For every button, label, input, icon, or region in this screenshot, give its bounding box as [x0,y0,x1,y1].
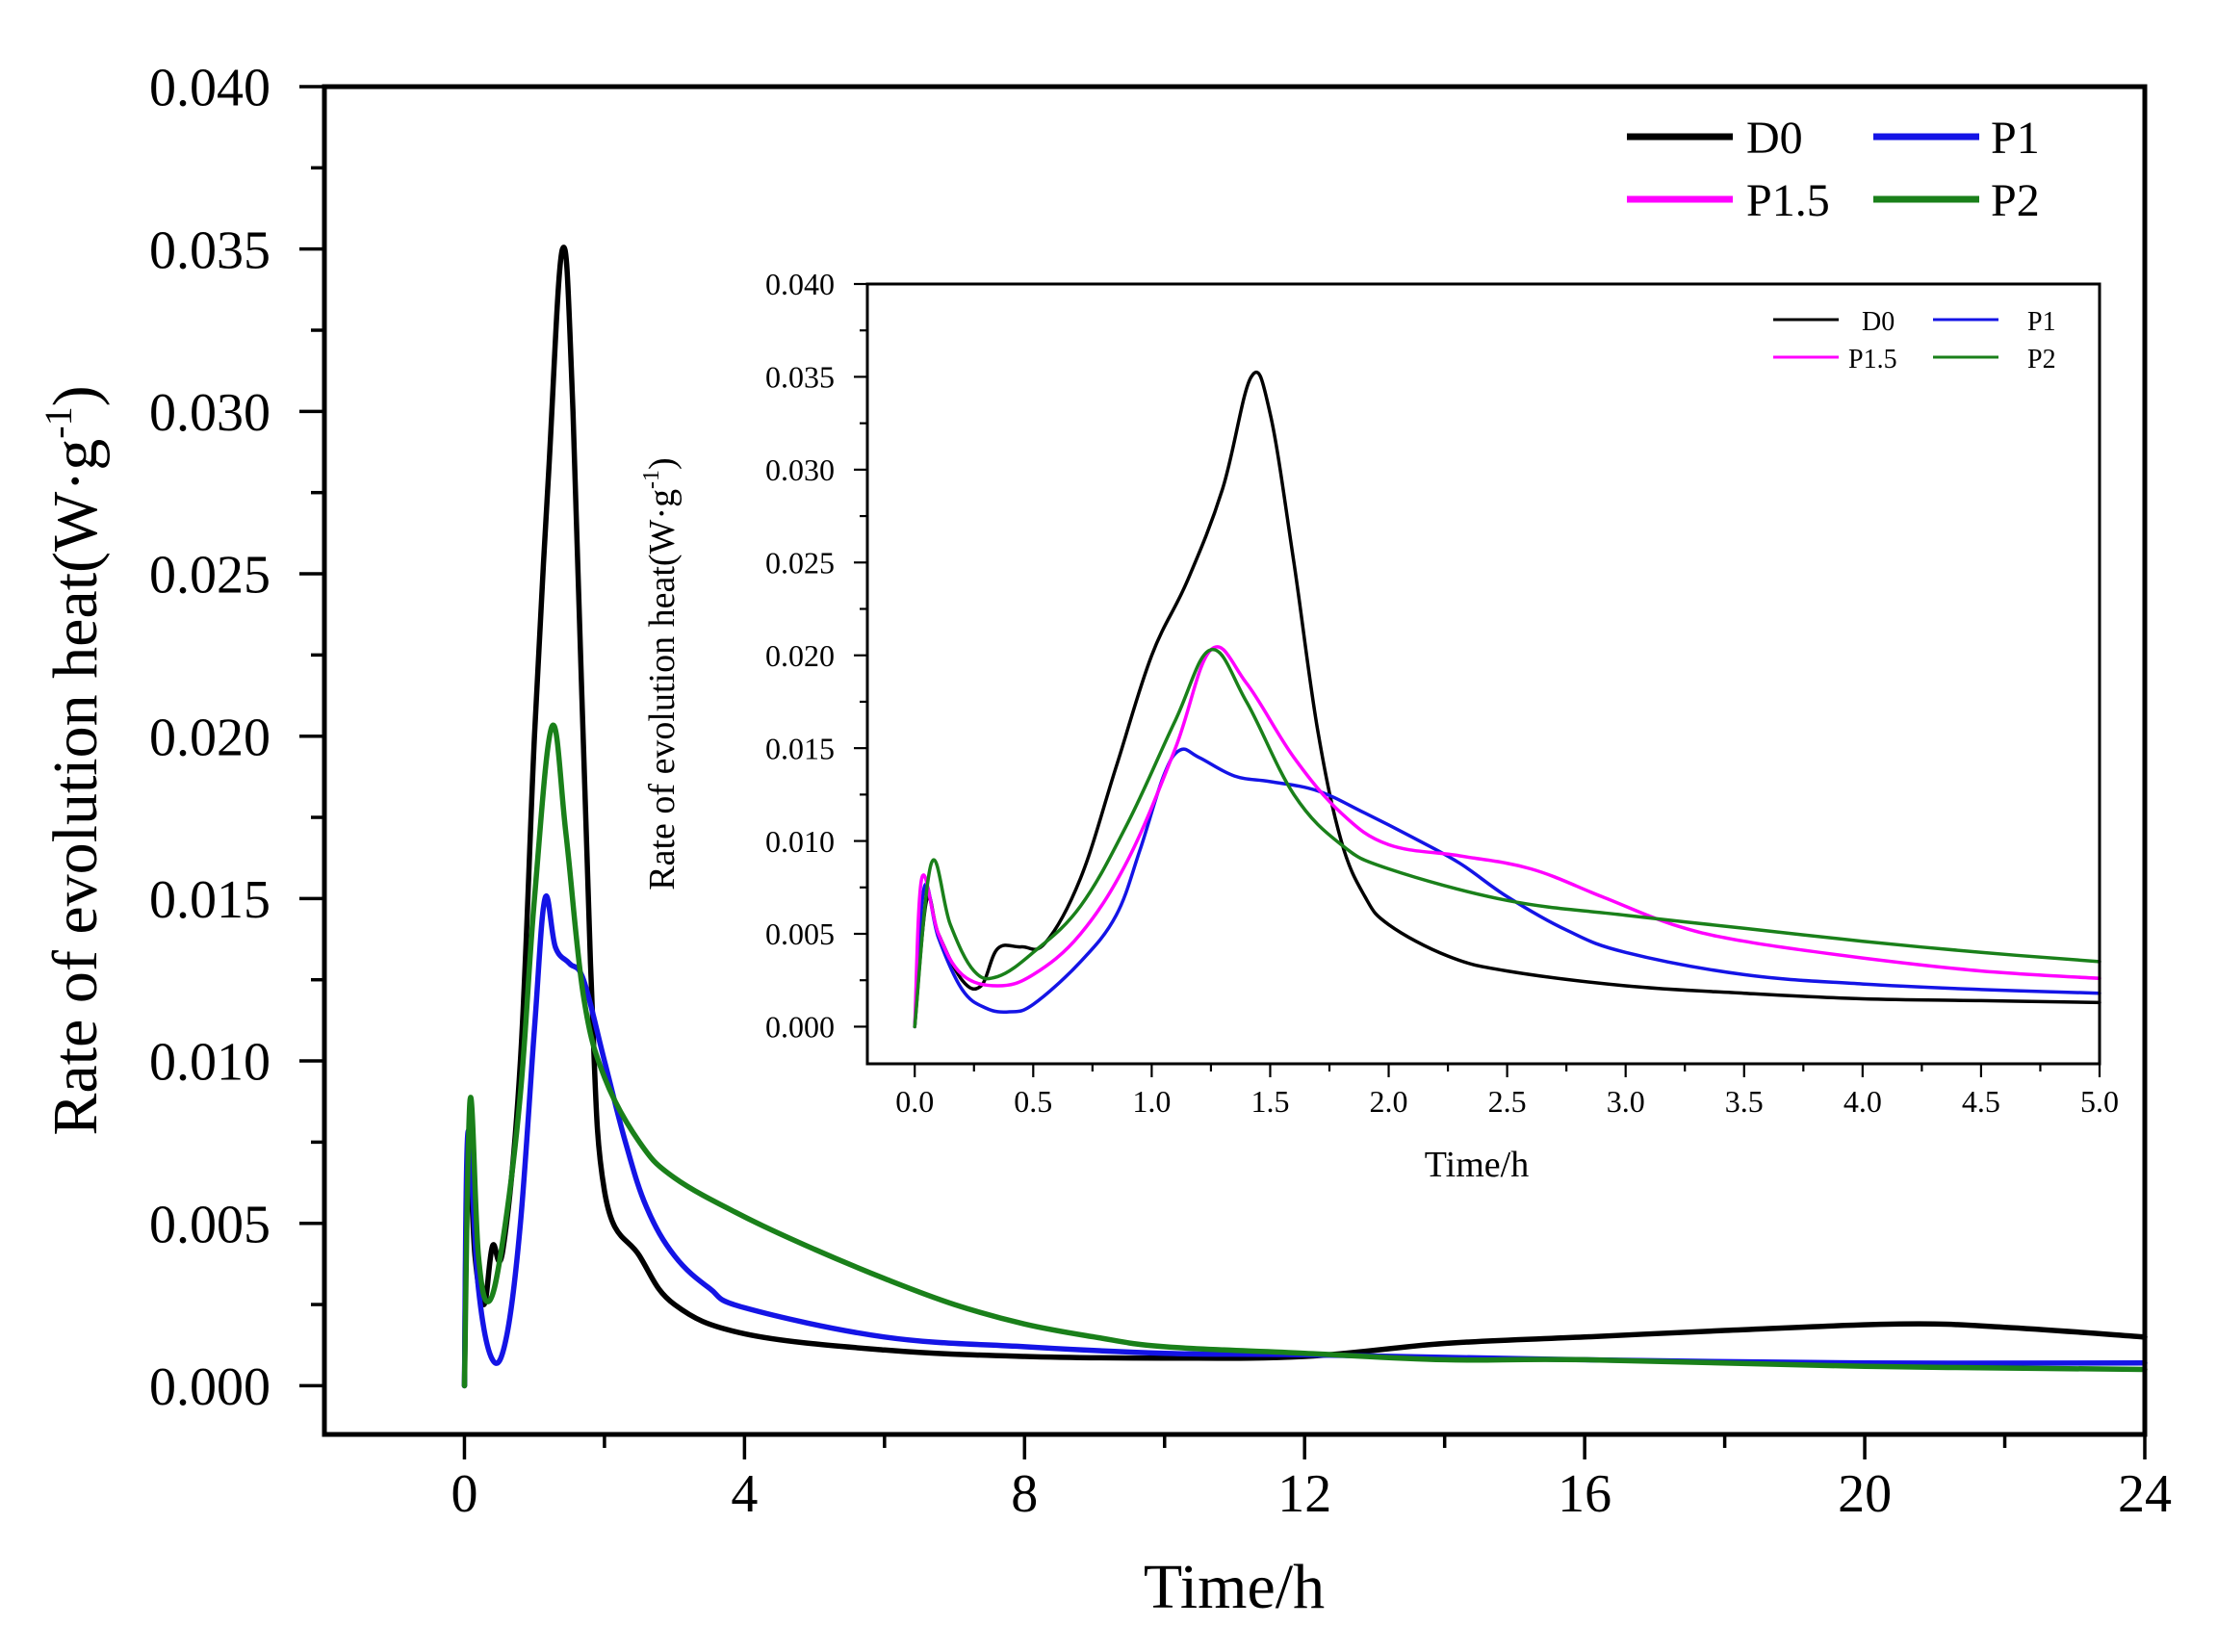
main-axes: 0 4 8 12 16 20 240.0000.0050.0100.0150.0200.02… [149,59,2172,1524]
inset-series-group [913,370,2101,1029]
inset-y-tick-label: 0.030 [765,452,835,487]
inset-x-tick-label: 4.5 [1962,1084,2000,1119]
inset-x-tick-label: 3.5 [1725,1084,1764,1119]
main-legend-label-P1.5: P1.5 [1746,175,1830,226]
main-y-tick-label: 0.035 [149,220,271,280]
main-x-axis-label: Time/h [1144,1552,1325,1622]
inset-y-tick-label: 0.005 [765,916,835,951]
main-y-tick-label: 0.025 [149,546,271,606]
main-y-tick-label: 0.015 [149,870,271,930]
inset-series-P1 [913,747,2101,1029]
main-series-group [461,245,2148,1389]
inset-y-tick-label: 0.020 [765,638,835,673]
inset-x-tick-label: 4.0 [1843,1084,1882,1119]
inset-axes: 0.0 0.5 1.0 1.5 2.0 2.5 3.0 3.5 4.0 4.5 5.0 0.000 0.… [765,267,2119,1119]
main-legend-label-D0: D0 [1746,113,1803,164]
main-legend-label-P2: P2 [1991,175,2040,226]
inset-legend-label-P2: P2 [2027,345,2056,374]
main-x-tick-label: 4 [731,1464,758,1524]
inset-legend-label-P1: P1 [2027,307,2056,337]
main-x-tick-label: 24 [2118,1464,2172,1524]
main-legend: D0 P1 P1.5 P2 [1627,113,2040,226]
inset-y-axis-label-text: Rate of evolution heat(W·g [642,489,683,891]
inset-y-tick-label: 0.015 [765,731,835,765]
inset-legend-label-P1.5: P1.5 [1848,345,1897,374]
inset-x-tick-label: 2.0 [1370,1084,1408,1119]
main-y-axis-label-close: ) [40,385,111,406]
inset-legend-label-D0: D0 [1862,307,1895,337]
main-plot-frame [322,84,2148,1437]
main-x-tick-label: 8 [1011,1464,1038,1524]
inset-y-axis-label: Rate of evolution heat(W·g-1) [639,457,683,890]
inset-x-tick-label: 1.5 [1250,1084,1289,1119]
inset-series-D0 [913,370,2101,1029]
inset-series-P2 [913,648,2101,1029]
inset-series-P1_5 [913,645,2101,1029]
main-x-tick-label: 16 [1558,1464,1611,1524]
inset-x-tick-label: 0.0 [895,1084,934,1119]
inset-legend: D0 P1 P1.5 P2 [1773,307,2056,374]
main-y-tick-label: 0.005 [149,1195,271,1254]
inset-x-tick-label: 2.5 [1488,1084,1527,1119]
inset-y-tick-label: 0.000 [765,1010,835,1045]
inset-y-axis-label-sup: -1 [639,470,664,489]
main-x-tick-label: 20 [1838,1464,1892,1524]
inset-x-tick-label: 5.0 [2080,1084,2119,1119]
inset-y-axis-label-close: ) [642,457,683,470]
main-y-tick-label: 0.020 [149,708,271,767]
inset-y-tick-label: 0.035 [765,360,835,395]
inset-x-axis-label: Time/h [1425,1145,1529,1185]
inset-plot-border [865,282,2101,1066]
main-y-tick-label: 0.040 [149,59,271,118]
main-y-axis-label-sup: -1 [37,406,80,438]
main-y-tick-label: 0.010 [149,1033,271,1093]
main-y-axis-label-text: Rate of evolution heat(W·g [40,439,111,1136]
inset-plot: 0.0 0.5 1.0 1.5 2.0 2.5 3.0 3.5 4.0 4.5 5.0 0.000 0.… [639,267,2119,1185]
inset-y-tick-label: 0.040 [765,267,835,301]
inset-x-tick-label: 3.0 [1607,1084,1645,1119]
main-y-axis-label: Rate of evolution heat(W·g-1) [37,385,111,1135]
main-y-tick-label: 0.030 [149,383,271,443]
inset-x-tick-label: 0.5 [1014,1084,1052,1119]
main-plot: 0 4 8 12 16 20 240.0000.0050.0100.0150.0200.02… [37,59,2172,1622]
inset-x-tick-label: 1.0 [1132,1084,1171,1119]
inset-y-tick-label: 0.025 [765,545,835,580]
main-legend-label-P1: P1 [1991,113,2040,164]
inset-plot-frame [865,282,2101,1066]
main-y-tick-label: 0.000 [149,1357,271,1417]
main-x-tick-label: 0 [451,1464,477,1524]
main-series-P2 [461,722,2148,1389]
inset-y-tick-label: 0.010 [765,824,835,859]
main-x-tick-label: 12 [1277,1464,1331,1524]
